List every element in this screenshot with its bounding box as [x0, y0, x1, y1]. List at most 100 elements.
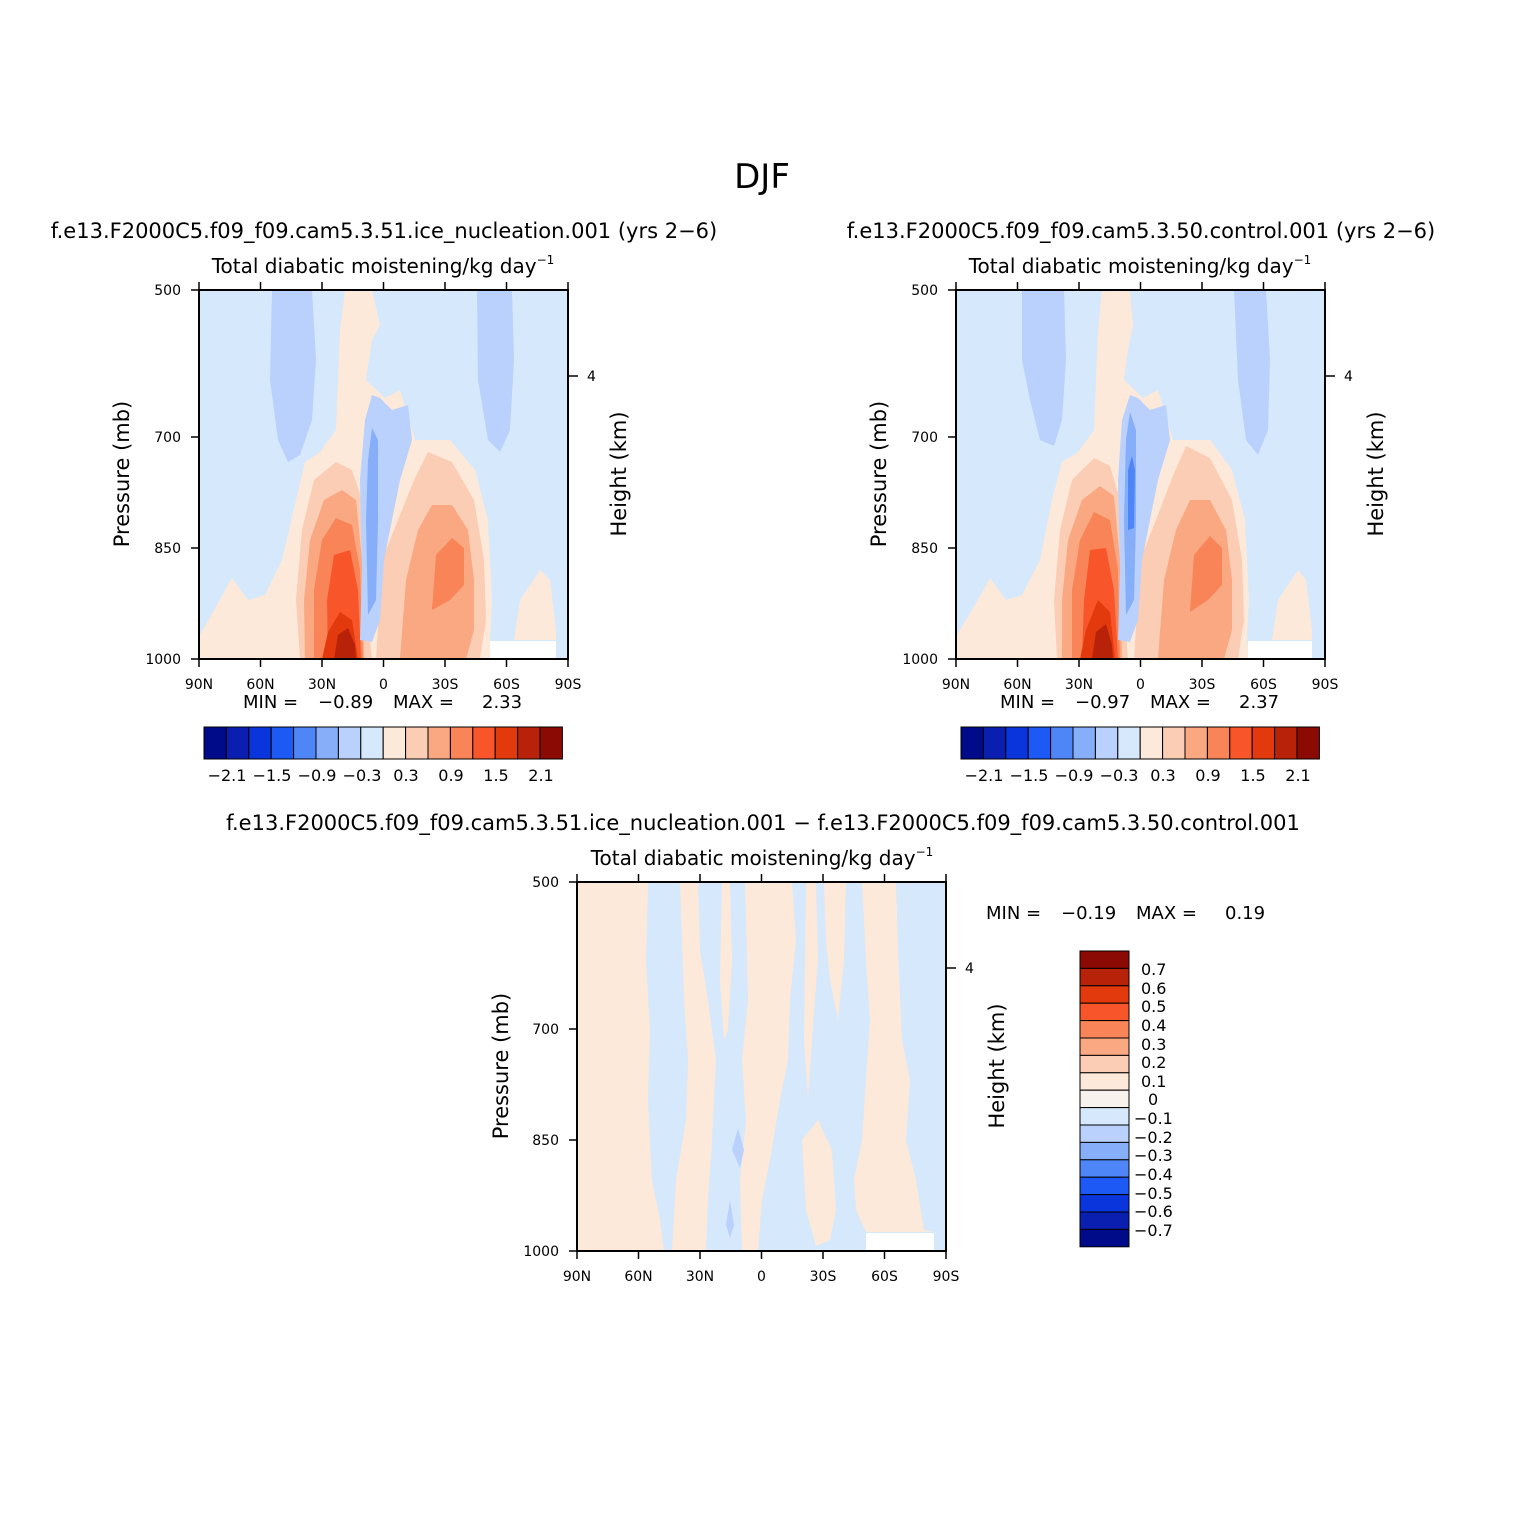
colorbar-swatch [1072, 726, 1096, 760]
panel-2-cb-label: −0.3 [1100, 766, 1139, 785]
colorbar-swatch [1079, 1124, 1130, 1143]
panel-3-axes [569, 874, 956, 1259]
panel-1-xtick-90s: 90S [555, 677, 582, 693]
colorbar-swatch [472, 726, 496, 760]
colorbar-swatch [293, 726, 317, 760]
panel-3-cb-label: −0.4 [1134, 1165, 1173, 1184]
panel-2-xtick-90s: 90S [1312, 677, 1339, 693]
colorbar-swatch [539, 726, 563, 760]
panel-3-ytick-right-4: 4 [965, 961, 974, 977]
colorbar-swatch [382, 726, 407, 760]
panel-ice-nucleation: f.e13.F2000C5.f09_f09.cam5.3.51.ice_nucl… [51, 219, 717, 785]
panel-2-xtick-30n: 30N [1065, 677, 1093, 693]
panel-control: f.e13.F2000C5.f09_f09.cam5.3.50.control.… [847, 219, 1435, 785]
panel-3-cb-label: 0.6 [1141, 979, 1166, 998]
panel-1-xtick-90n: 90N [185, 677, 213, 693]
colorbar-swatch [337, 726, 362, 760]
panel-2-xtick-30s: 30S [1189, 677, 1216, 693]
colorbar-swatch [1079, 1228, 1130, 1248]
panel-1-cb-label: 2.1 [528, 766, 553, 785]
colorbar-swatch [225, 726, 250, 760]
panel-3-xtick-30n: 30N [686, 1269, 714, 1285]
colorbar-swatch [427, 726, 451, 760]
panel-1-colorbar-labels: −2.1 −1.5 −0.9 −0.3 0.3 0.9 1.5 2.1 [208, 766, 554, 785]
colorbar-swatch [1005, 726, 1029, 760]
panel-2-xtick-0: 0 [1136, 677, 1145, 693]
panel-2-ytick-850: 850 [911, 541, 938, 557]
panel-2-cb-label: −2.1 [965, 766, 1004, 785]
panel-3-var-title: Total diabatic moistening/kg day−1 [590, 845, 934, 870]
colorbar-swatch [1079, 1072, 1130, 1091]
panel-3-stats: MIN = −0.19 MAX = 0.19 [986, 903, 1265, 924]
panel-3-min-value: −0.19 [1061, 903, 1116, 924]
panel-1-var-title: Total diabatic moistening/kg day−1 [211, 253, 555, 278]
panel-3-xtick-30s: 30S [810, 1269, 837, 1285]
colorbar-swatch [1079, 1037, 1130, 1056]
panel-3-colorbar-labels: 0.7 0.6 0.5 0.4 0.3 0.2 0.1 0 −0.1 −0.2 … [1134, 960, 1173, 1240]
panel-1-xtick-60s: 60S [493, 677, 520, 693]
colorbar-swatch [1079, 1107, 1130, 1126]
panel-2-cb-label: 2.1 [1285, 766, 1310, 785]
colorbar-swatch [1079, 1054, 1130, 1074]
colorbar-swatch [1027, 726, 1052, 760]
panel-2-var-title: Total diabatic moistening/kg day−1 [968, 253, 1312, 278]
panel-3-case-title: f.e13.F2000C5.f09_f09.cam5.3.51.ice_nucl… [226, 811, 1300, 836]
panel-2-cb-label: 1.5 [1240, 766, 1265, 785]
panel-1-ytick-500: 500 [154, 283, 181, 299]
panel-2-ytick-1000: 1000 [902, 652, 938, 668]
panel-1-ytick-700: 700 [154, 430, 181, 446]
colorbar-swatch [1251, 726, 1276, 760]
panel-2-ytick-right-4: 4 [1344, 369, 1353, 385]
panel-difference: f.e13.F2000C5.f09_f09.cam5.3.51.ice_nucl… [226, 811, 1300, 1285]
panel-3-ytick-500: 500 [532, 875, 559, 891]
panel-3-cb-label: −0.1 [1134, 1109, 1173, 1128]
panel-2-cb-label: 0.9 [1195, 766, 1220, 785]
panel-1-xtick-60n: 60N [246, 677, 274, 693]
panel-3-cb-label: −0.6 [1134, 1202, 1173, 1221]
panel-3-cb-label: 0.4 [1141, 1016, 1166, 1035]
panel-1-ylabel-right: Height (km) [607, 411, 631, 536]
panel-3-plot-area [577, 882, 946, 1251]
panel-1-cb-label: −1.5 [253, 766, 292, 785]
colorbar-swatch [1079, 1211, 1130, 1230]
panel-2-cb-label: −0.9 [1055, 766, 1094, 785]
colorbar-swatch [1139, 726, 1164, 760]
panel-3-colorbar [1079, 950, 1130, 1248]
panel-1-xtick-30n: 30N [308, 677, 336, 693]
panel-1-ytick-1000: 1000 [145, 652, 181, 668]
colorbar-swatch [982, 726, 1007, 760]
colorbar-swatch [1079, 985, 1130, 1004]
panel-1-cb-label: −0.9 [298, 766, 337, 785]
panel-3-xtick-60s: 60S [871, 1269, 898, 1285]
panel-2-plot-area [956, 290, 1325, 659]
colorbar-swatch [1206, 726, 1231, 760]
panel-3-cb-label: −0.5 [1134, 1184, 1173, 1203]
colorbar-swatch [449, 726, 474, 760]
colorbar-swatch [1079, 1002, 1130, 1022]
colorbar-swatch [1296, 726, 1320, 760]
panel-3-cb-label: 0.7 [1141, 960, 1166, 979]
colorbar-swatch [1079, 1176, 1130, 1196]
colorbar-swatch [405, 726, 429, 760]
panel-1-cb-label: 0.9 [438, 766, 463, 785]
panel-3-xtick-60n: 60N [624, 1269, 652, 1285]
panel-2-min-value: −0.97 [1075, 692, 1130, 713]
panel-2-ytick-700: 700 [911, 430, 938, 446]
panel-2-xtick-60n: 60N [1003, 677, 1031, 693]
panel-2-case-title: f.e13.F2000C5.f09_f09.cam5.3.50.control.… [847, 219, 1435, 244]
panel-2-colorbar [960, 726, 1320, 760]
panel-3-ytick-1000: 1000 [523, 1244, 559, 1260]
colorbar-swatch [960, 726, 984, 760]
panel-3-ylabel: Pressure (mb) [489, 993, 513, 1140]
panel-1-cb-label: 1.5 [483, 766, 508, 785]
colorbar-swatch [1050, 726, 1074, 760]
colorbar-swatch [248, 726, 272, 760]
colorbar-swatch [1079, 1141, 1130, 1161]
panel-3-xtick-90n: 90N [563, 1269, 591, 1285]
colorbar-swatch [1117, 726, 1141, 760]
panel-3-xtick-0: 0 [757, 1269, 766, 1285]
panel-3-max-label: MAX = [1136, 903, 1197, 924]
panel-1-max-value: 2.33 [482, 692, 522, 713]
panel-3-cb-label: 0.5 [1141, 997, 1166, 1016]
